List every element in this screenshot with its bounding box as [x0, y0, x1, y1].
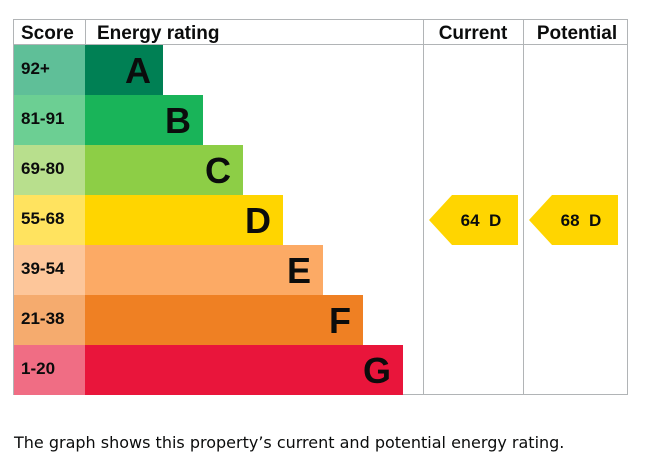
score-label-d: 55-68 [21, 209, 64, 228]
band-bar-b [85, 95, 203, 145]
band-bar-c [85, 145, 243, 195]
band-bar-g [85, 345, 403, 395]
rating-bands: 92+ A 81-91 B 69-80 C 55-68 D 39-54 E 21-38 F 1-20 G [14, 45, 403, 395]
score-header: Score [21, 23, 74, 44]
band-bar-d [85, 195, 283, 245]
score-cell-b [14, 95, 85, 145]
band-letter-b: B [165, 100, 191, 141]
score-label-e: 39-54 [21, 259, 65, 278]
energy-rating-header: Energy rating [97, 23, 219, 44]
potential-header: Potential [537, 23, 617, 44]
score-cell-f [14, 295, 85, 345]
score-cell-c [14, 145, 85, 195]
band-letter-d: D [245, 200, 271, 241]
chart-caption: The graph shows this property’s current … [14, 433, 565, 452]
rating-pointers: 64 D 68 D [429, 195, 618, 245]
band-letter-e: E [287, 250, 311, 291]
score-cell-g [14, 345, 85, 395]
score-label-g: 1-20 [21, 359, 55, 378]
band-letter-c: C [205, 150, 231, 191]
band-bar-a [85, 45, 163, 95]
potential-pointer [529, 195, 618, 245]
score-label-f: 21-38 [21, 309, 64, 328]
band-bar-e [85, 245, 323, 295]
score-cell-e [14, 245, 85, 295]
current-pointer [429, 195, 518, 245]
energy-rating-chart: Score Energy rating Current Potential 92… [13, 19, 628, 395]
score-label-a: 92+ [21, 59, 50, 78]
potential-rating-label: 68 D [561, 211, 602, 230]
band-letter-f: F [329, 300, 351, 341]
band-letter-a: A [125, 50, 151, 91]
band-letter-g: G [363, 350, 391, 391]
band-bar-f [85, 295, 363, 345]
score-label-b: 81-91 [21, 109, 64, 128]
current-header: Current [439, 23, 508, 44]
score-cell-d [14, 195, 85, 245]
score-cell-a [14, 45, 85, 95]
current-rating-label: 64 D [461, 211, 502, 230]
score-label-c: 69-80 [21, 159, 64, 178]
